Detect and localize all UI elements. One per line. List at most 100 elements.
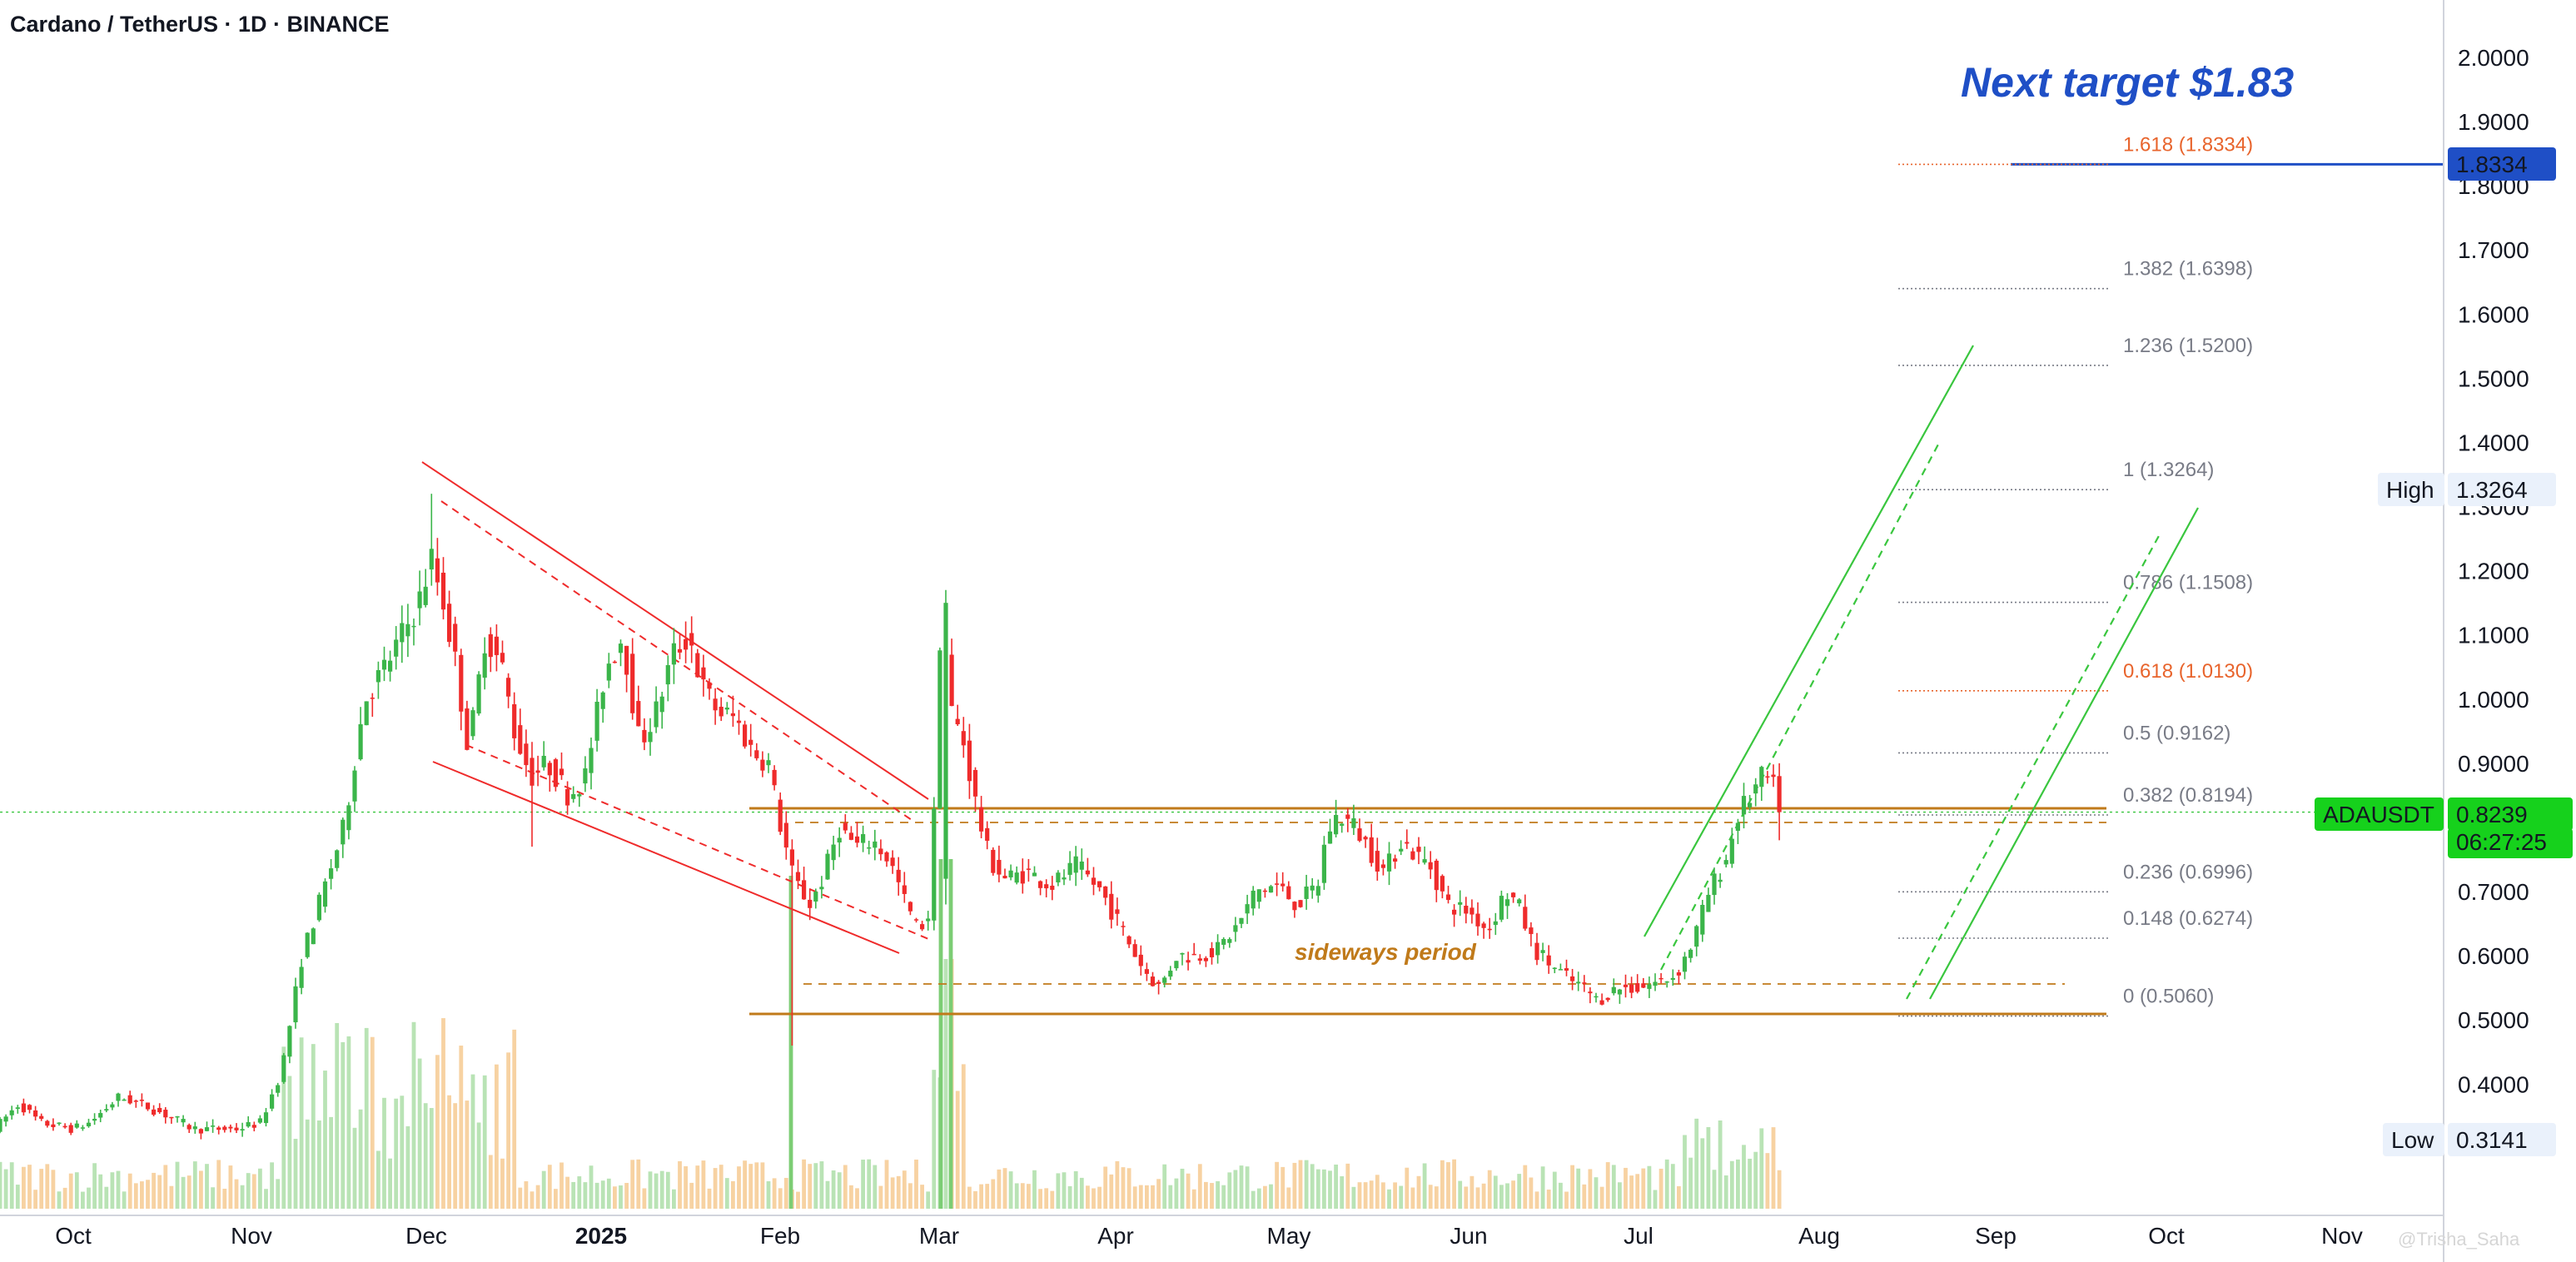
volume-bar	[122, 1191, 127, 1209]
volume-bar	[1594, 1177, 1599, 1209]
candle	[1138, 954, 1143, 966]
time-tick: Aug	[1798, 1223, 1840, 1249]
price-tick: 1.0000	[2458, 687, 2529, 713]
candle	[1180, 952, 1185, 955]
volume-bar	[589, 1165, 594, 1209]
volume-bar	[1014, 1183, 1019, 1209]
volume-bar	[1204, 1181, 1208, 1209]
candle	[1050, 885, 1055, 890]
candle	[630, 653, 635, 713]
volume-bar	[743, 1160, 747, 1209]
candle	[1121, 926, 1126, 927]
candle	[1511, 892, 1516, 897]
volume-bar	[293, 1139, 298, 1209]
volume-bar	[0, 1161, 2, 1209]
volume-bar	[281, 1046, 286, 1209]
candle	[192, 1126, 197, 1130]
candle	[1416, 847, 1421, 852]
candle	[967, 740, 972, 782]
candle	[1434, 860, 1439, 891]
volume-bar	[955, 1091, 960, 1209]
volume-bar	[1499, 1185, 1504, 1209]
volume-bar	[1197, 1164, 1202, 1209]
volume-bar	[81, 1191, 85, 1209]
volume-bar	[559, 1162, 564, 1209]
candle	[689, 633, 694, 646]
volume-bar	[199, 1170, 203, 1209]
fib-label: 0.5 (0.9162)	[2123, 722, 2230, 744]
volume-bar	[524, 1181, 529, 1209]
volume-bar	[39, 1169, 44, 1209]
candle	[74, 1123, 79, 1128]
candle	[920, 924, 925, 930]
volume-bar	[884, 1160, 889, 1209]
volume-bar	[1233, 1170, 1238, 1209]
candle	[15, 1107, 20, 1109]
candle	[848, 832, 853, 840]
volume-bar	[1647, 1165, 1652, 1209]
up-channel-2-lower	[1929, 507, 2199, 1000]
volume-bar	[1375, 1175, 1380, 1209]
volume-bar	[985, 1184, 990, 1209]
volume-bar	[1570, 1165, 1574, 1209]
volume-bar	[1263, 1185, 1267, 1209]
falling-wedge-lower	[432, 761, 900, 954]
volume-bar	[920, 1185, 924, 1209]
volume-bar	[843, 1165, 848, 1209]
candle	[375, 670, 380, 683]
candle	[724, 708, 729, 710]
volume-bar	[9, 1162, 14, 1209]
candle	[175, 1115, 180, 1118]
candle	[341, 819, 346, 845]
time-tick: Apr	[1097, 1223, 1134, 1249]
volume-bar	[1564, 1191, 1569, 1209]
volume-bar	[979, 1184, 983, 1209]
volume-bar	[92, 1163, 97, 1209]
candle	[612, 661, 617, 663]
volume-bar	[287, 1076, 292, 1209]
candle	[1067, 862, 1072, 875]
candle	[447, 604, 452, 643]
candle	[311, 928, 316, 945]
candle	[1410, 851, 1415, 860]
volume-bar	[1310, 1164, 1315, 1209]
candle	[476, 674, 481, 714]
low-value-badge: 0.3141	[2456, 1127, 2528, 1153]
volume-bar	[1298, 1160, 1303, 1209]
up-channel-2-mid	[1906, 532, 2161, 1000]
candle	[636, 701, 641, 727]
candle	[1032, 872, 1037, 877]
candle	[1599, 1000, 1604, 1005]
volume-bar	[535, 1185, 540, 1209]
candle	[1227, 939, 1232, 943]
volume-bar	[731, 1180, 735, 1209]
price-tick: 0.6000	[2458, 943, 2529, 969]
volume-bar	[264, 1189, 268, 1209]
volume-bar	[1245, 1166, 1250, 1209]
candle	[1694, 926, 1699, 947]
candle	[198, 1129, 203, 1134]
candle	[364, 701, 369, 726]
candles	[0, 494, 1782, 1140]
candle	[1540, 950, 1545, 953]
candle	[1570, 976, 1575, 981]
volume-bar	[766, 1181, 771, 1209]
volume-bar	[169, 1185, 174, 1209]
volume-bar	[1635, 1174, 1640, 1209]
volume-bar	[813, 1163, 818, 1209]
candle	[335, 850, 340, 868]
price-tick: 1.9000	[2458, 109, 2529, 135]
candle	[1315, 886, 1320, 896]
volume-bar	[1322, 1169, 1326, 1209]
candle	[819, 887, 824, 890]
candle	[926, 918, 931, 922]
candle	[541, 755, 546, 768]
volume-bar	[1700, 1138, 1705, 1209]
volume-bar	[914, 1159, 918, 1209]
volume-bar	[1611, 1165, 1616, 1209]
volume-bar	[251, 1174, 256, 1209]
volume-bar	[788, 876, 793, 1209]
volume-bar	[902, 1170, 907, 1209]
volume-bar	[654, 1173, 659, 1209]
